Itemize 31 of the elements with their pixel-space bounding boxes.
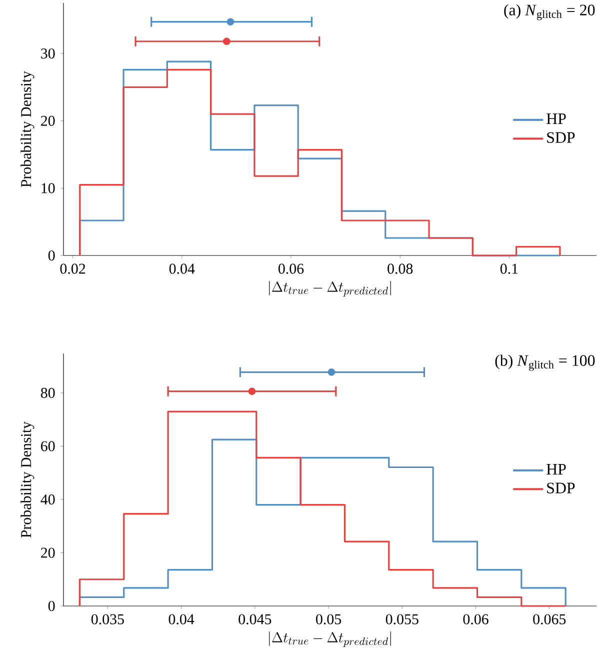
x-tick-label: 0.04 bbox=[168, 614, 194, 624]
y-tick-label: 20 bbox=[41, 116, 55, 126]
y-tick-label: 40 bbox=[40, 494, 55, 505]
x-tick-label: 0.08 bbox=[388, 264, 413, 274]
y-tick-label: 0 bbox=[48, 600, 55, 612]
x-tick-label: 0.02 bbox=[60, 264, 86, 274]
y-tick-label: 60 bbox=[41, 441, 55, 452]
legend-label: SDP bbox=[547, 482, 575, 494]
x-tick-label: 0.06 bbox=[463, 614, 488, 624]
legend-label: SDP bbox=[547, 132, 575, 143]
x-tick-label: 0.065 bbox=[533, 614, 566, 624]
x-tick-label: 0.055 bbox=[386, 614, 418, 624]
x-axis-title: $|\Delta t_{true} - \Delta t_{predicted}|$ bbox=[269, 281, 391, 296]
x-axis-title: $|\Delta t_{true} - \Delta t_{predicted}|$ bbox=[269, 632, 391, 648]
y-axis-title: Probability Density bbox=[20, 71, 34, 188]
y-axis-title: Probability Density bbox=[20, 422, 34, 538]
y-tick-label: 0 bbox=[48, 250, 55, 261]
x-tick-label: 0.045 bbox=[238, 614, 272, 624]
y-tick-label: 80 bbox=[40, 388, 55, 398]
y-tick-label: 30 bbox=[41, 48, 55, 59]
y-tick-label: 10 bbox=[42, 183, 55, 194]
x-tick-label: 0.04 bbox=[169, 264, 195, 274]
x-tick-label: 0.035 bbox=[91, 614, 124, 624]
annotation: (b) N$_{glitch}$ = 100 bbox=[495, 354, 595, 371]
y-tick-label: 20 bbox=[41, 548, 55, 558]
x-tick-label: 0.1 bbox=[500, 264, 518, 274]
legend-label: HP bbox=[546, 464, 566, 474]
annotation: (a) N$_{glitch}$ = 20 bbox=[504, 4, 595, 20]
x-tick-label: 0.06 bbox=[278, 264, 304, 274]
legend-label: HP bbox=[546, 114, 566, 124]
x-tick-label: 0.05 bbox=[316, 614, 342, 624]
